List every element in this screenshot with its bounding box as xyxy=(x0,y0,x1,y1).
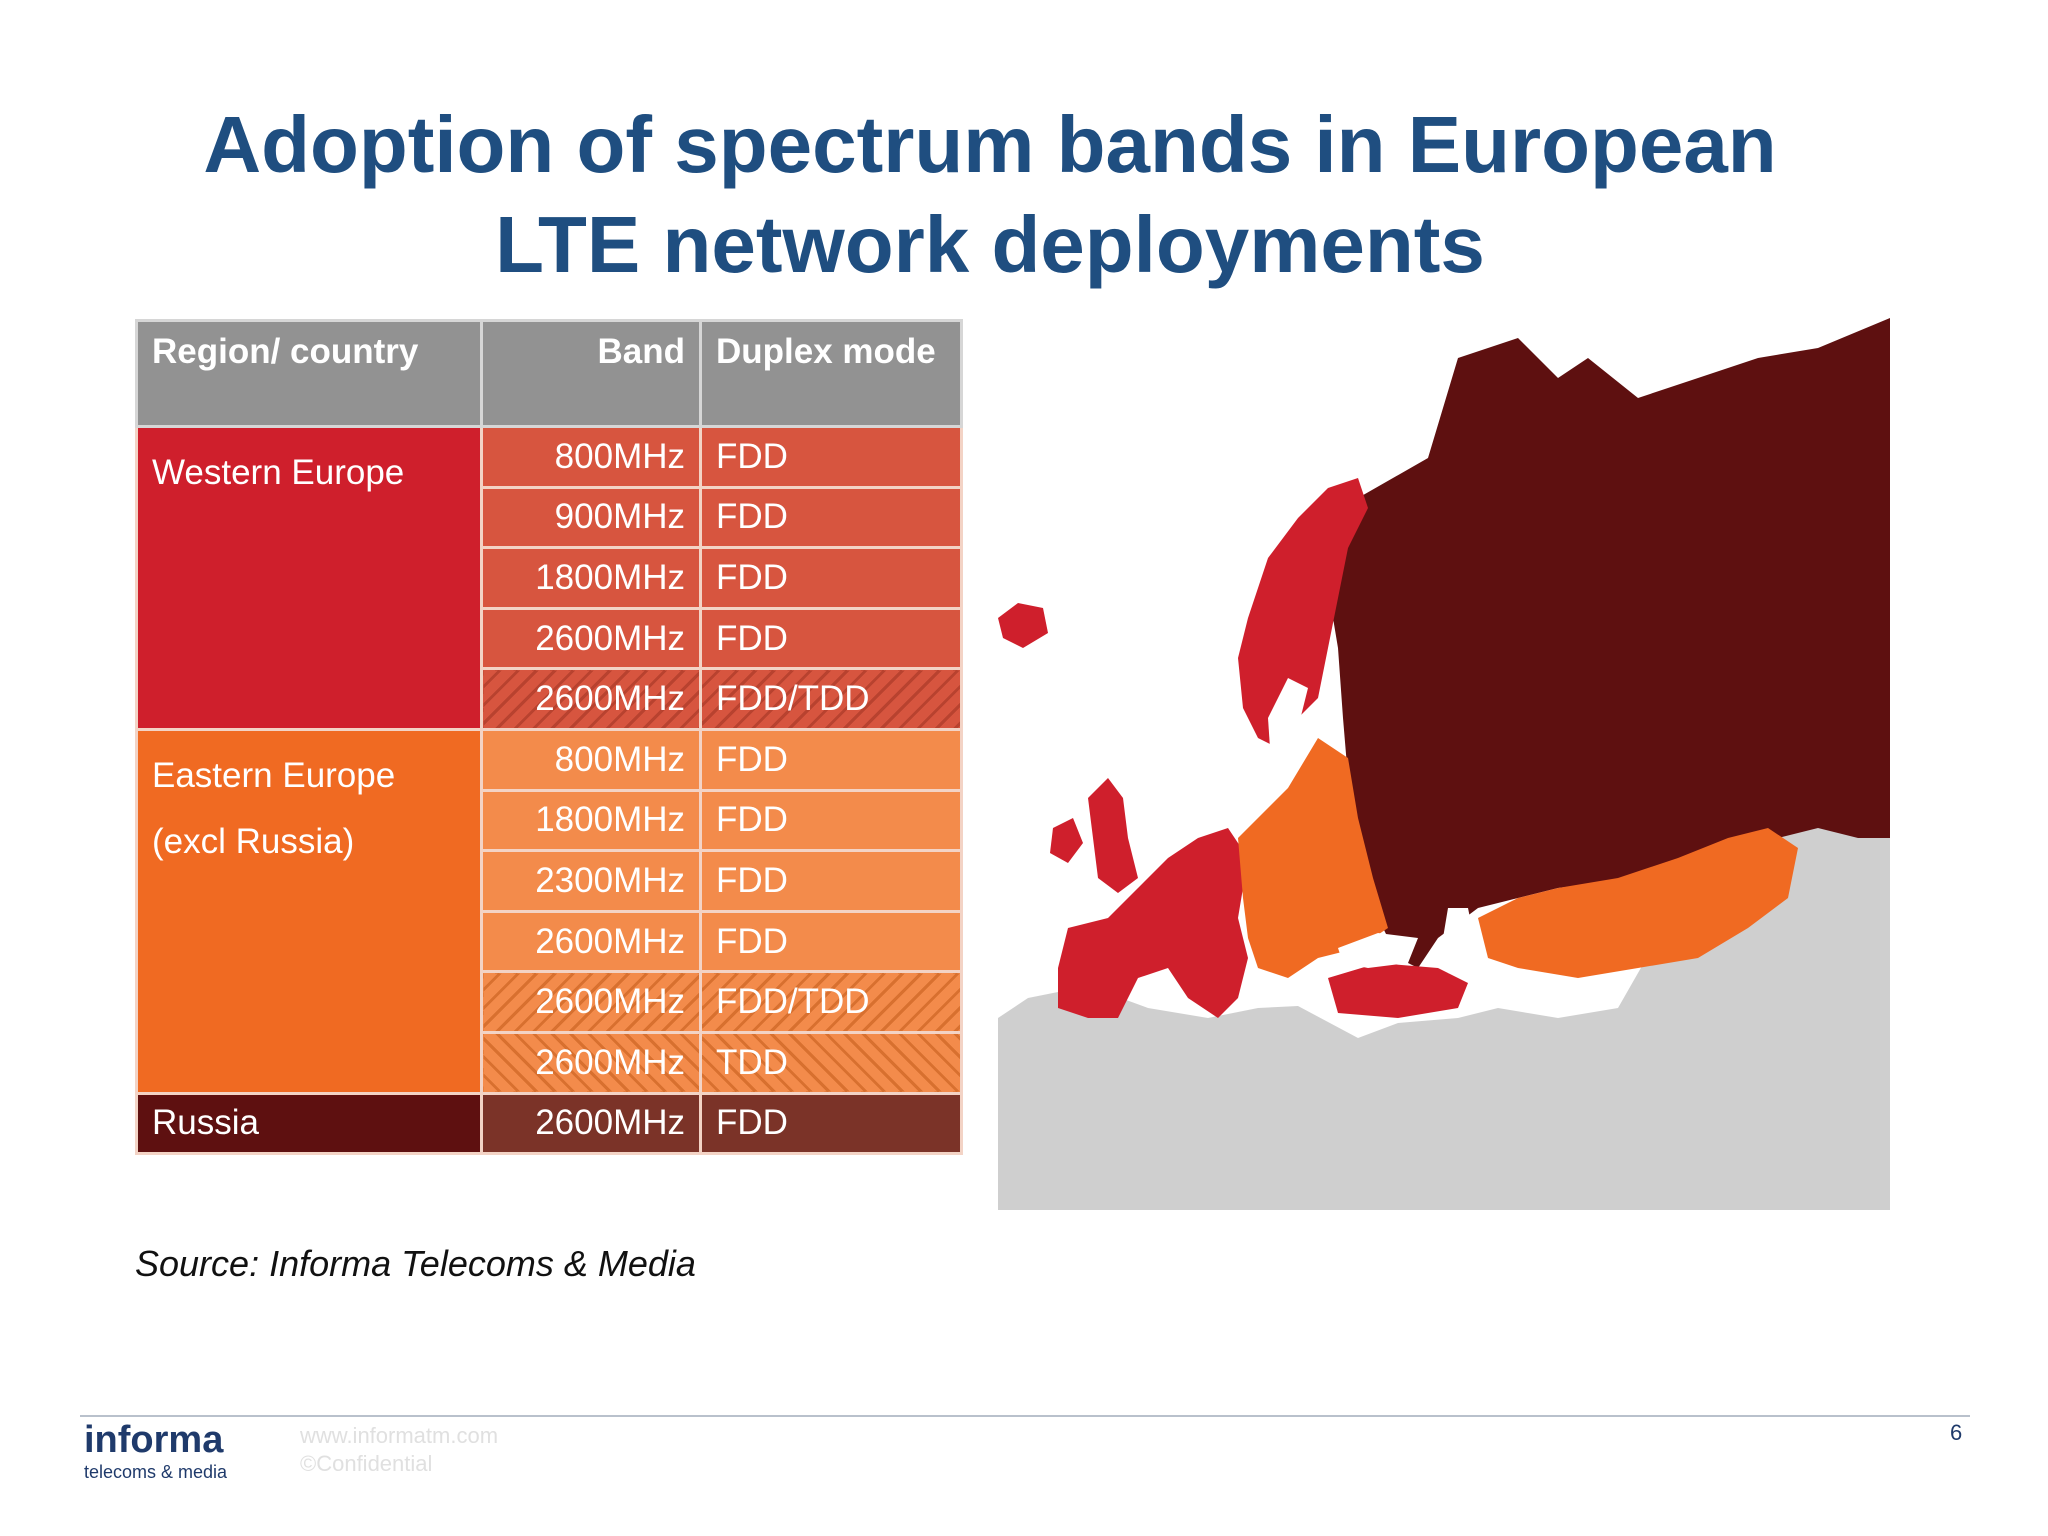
title-line-1: Adoption of spectrum bands in European xyxy=(203,100,1777,189)
map-turkey xyxy=(1328,963,1468,1018)
band-cell: 2600MHz xyxy=(480,606,702,671)
band-cell: 800MHz xyxy=(480,425,702,489)
map-uk xyxy=(1088,778,1138,893)
map-iceland xyxy=(998,603,1048,648)
table-row: 1800MHz FDD xyxy=(137,546,963,610)
duplex-cell: FDD xyxy=(699,909,963,974)
map-central-asia xyxy=(1478,828,1798,978)
footer-web: www.informatm.com ©Confidential xyxy=(300,1422,498,1478)
band-cell: 1800MHz xyxy=(480,546,702,610)
map-eastern-europe xyxy=(1238,738,1388,978)
duplex-cell: FDD xyxy=(699,485,963,550)
map-western-europe xyxy=(1058,828,1248,1018)
table-row: 1800MHz FDD xyxy=(137,788,963,853)
table-row: Eastern Europe (excl Russia) 800MHz FDD xyxy=(135,727,963,1095)
band-cell: 2600MHz xyxy=(480,909,702,974)
map-caspian-sea xyxy=(1443,908,1476,978)
footer-divider xyxy=(80,1415,1970,1417)
duplex-cell: FDD/TDD xyxy=(699,667,963,731)
region-western-europe: Western Europe xyxy=(135,425,483,731)
band-cell: 2300MHz xyxy=(480,849,702,913)
map-baltic-sea xyxy=(1268,678,1308,758)
map-russia xyxy=(1328,318,1890,968)
duplex-cell: FDD/TDD xyxy=(699,970,963,1034)
slide-title: Adoption of spectrum bands in European L… xyxy=(150,95,1830,295)
duplex-cell: FDD xyxy=(699,849,963,913)
table-row: 900MHz FDD xyxy=(137,485,963,550)
table-row: Russia 2600MHz FDD xyxy=(135,1091,963,1156)
title-line-2: LTE network deployments xyxy=(495,200,1485,289)
page-number: 6 xyxy=(1950,1420,1963,1445)
duplex-cell: FDD xyxy=(699,425,963,489)
header-duplex: Duplex mode xyxy=(699,319,963,428)
duplex-cell: FDD xyxy=(699,727,963,792)
table-row: 2600MHz FDD/TDD xyxy=(137,970,963,1034)
table-row: 2600MHz FDD xyxy=(137,909,963,974)
spectrum-band-table: Region/ country Band Duplex mode Western… xyxy=(135,319,963,1156)
band-cell: 800MHz xyxy=(480,727,702,792)
table-row: 2600MHz FDD/TDD xyxy=(137,667,963,731)
band-cell: 1800MHz xyxy=(480,788,702,853)
source-note: Source: Informa Telecoms & Media xyxy=(135,1243,696,1284)
table-header-row: Region/ country Band Duplex mode xyxy=(135,319,963,428)
band-cell: 2600MHz xyxy=(480,1030,702,1095)
region-russia: Russia xyxy=(135,1091,483,1156)
band-cell: 2600MHz xyxy=(480,667,702,731)
footer-confidential: ©Confidential xyxy=(300,1451,433,1476)
band-cell: 2600MHz xyxy=(480,970,702,1034)
duplex-cell: FDD xyxy=(699,606,963,671)
informa-logo: informa telecoms & media xyxy=(84,1419,228,1482)
table-row: Western Europe 800MHz FDD xyxy=(135,425,963,731)
map-scandinavia xyxy=(1238,478,1368,748)
footer-website: www.informatm.com xyxy=(300,1423,499,1448)
header-region: Region/ country xyxy=(135,319,483,428)
table-row: 2300MHz FDD xyxy=(137,849,963,913)
duplex-cell: FDD xyxy=(699,546,963,610)
header-band: Band xyxy=(480,319,702,428)
europe-lte-map xyxy=(998,318,1890,1210)
duplex-cell: FDD xyxy=(699,1091,963,1156)
band-cell: 900MHz xyxy=(480,485,702,550)
band-cell: 2600MHz xyxy=(480,1091,702,1156)
region-eastern-europe: Eastern Europe (excl Russia) xyxy=(135,727,483,1095)
table-row: 2600MHz FDD xyxy=(137,606,963,671)
duplex-cell: FDD xyxy=(699,788,963,853)
map-ireland xyxy=(1050,818,1083,863)
duplex-cell: TDD xyxy=(699,1030,963,1095)
map-black-sea xyxy=(1338,933,1418,968)
table-row: 2600MHz TDD xyxy=(137,1030,963,1095)
map-other-region xyxy=(998,788,1890,1210)
